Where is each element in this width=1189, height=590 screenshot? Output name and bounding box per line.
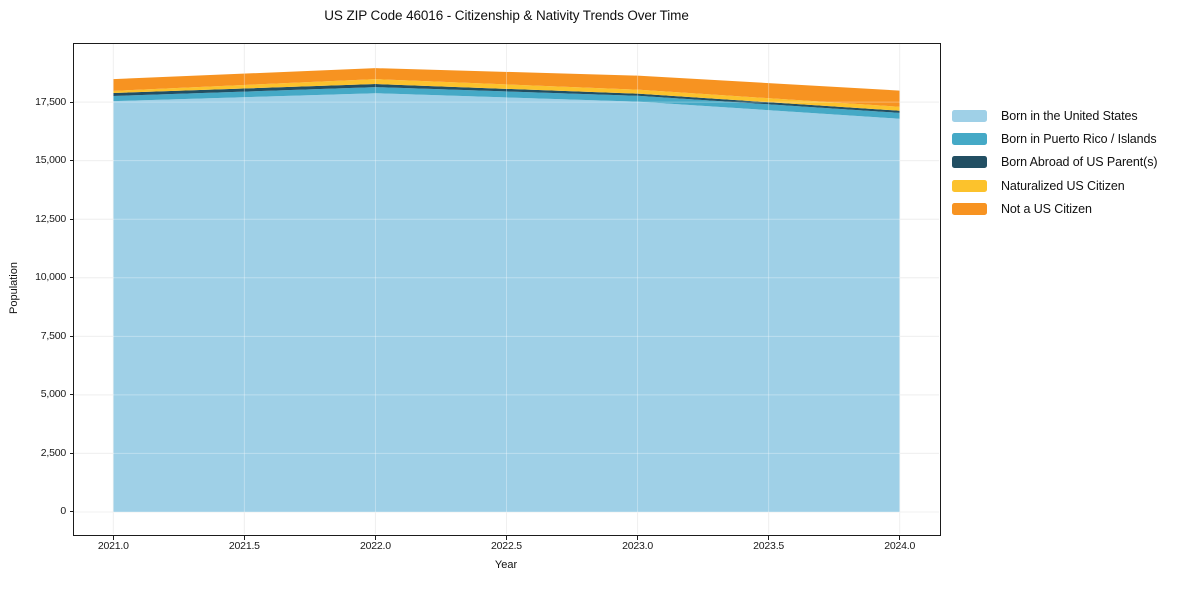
x-tick-mark bbox=[243, 535, 245, 540]
legend-swatch-icon bbox=[952, 179, 987, 192]
y-tick-mark bbox=[69, 101, 74, 103]
y-tick-mark bbox=[69, 452, 74, 454]
y-tick-label: 5,000 bbox=[40, 388, 66, 401]
y-tick-mark bbox=[69, 511, 74, 513]
area-series-2 bbox=[113, 84, 900, 113]
chart-title: US ZIP Code 46016 - Citizenship & Nativi… bbox=[324, 8, 689, 23]
area-series-3 bbox=[113, 79, 900, 111]
y-tick-label: 15,000 bbox=[35, 154, 66, 167]
legend: Born in the United States Born in Puerto … bbox=[952, 104, 1158, 221]
legend-swatch-icon bbox=[952, 109, 987, 122]
y-tick-label: 12,500 bbox=[35, 212, 66, 225]
y-tick-mark bbox=[69, 160, 74, 162]
legend-swatch-icon bbox=[952, 156, 987, 169]
x-tick-mark bbox=[112, 535, 114, 540]
legend-label: Born in the United States bbox=[1001, 108, 1138, 123]
x-tick-mark bbox=[506, 535, 507, 540]
y-tick-label: 0 bbox=[60, 505, 66, 518]
x-tick-mark bbox=[899, 535, 901, 540]
legend-item-3: Naturalized US Citizen bbox=[952, 174, 1157, 197]
legend-label: Born Abroad of US Parent(s) bbox=[1001, 155, 1158, 170]
x-tick-mark bbox=[768, 535, 770, 540]
y-tick-label: 7,500 bbox=[40, 329, 66, 342]
x-tick-label: 2023.5 bbox=[753, 539, 785, 552]
plot-area bbox=[74, 44, 939, 534]
legend-item-2: Born Abroad of US Parent(s) bbox=[952, 151, 1158, 174]
legend-item-1: Born in Puerto Rico / Islands bbox=[952, 127, 1157, 150]
x-tick-label: 2022.5 bbox=[491, 539, 522, 552]
x-tick-mark bbox=[637, 535, 639, 540]
y-tick-label: 10,000 bbox=[35, 271, 66, 284]
y-tick-label: 17,500 bbox=[35, 95, 66, 108]
y-tick-label: 2,500 bbox=[40, 446, 66, 459]
area-series-1 bbox=[113, 87, 900, 119]
legend-swatch-icon bbox=[952, 203, 987, 216]
area-series-4 bbox=[113, 68, 900, 107]
x-tick-label: 2021.0 bbox=[97, 539, 129, 552]
x-tick-label: 2022.0 bbox=[359, 539, 391, 552]
y-axis-label: Population bbox=[8, 262, 20, 314]
y-tick-mark bbox=[69, 335, 74, 337]
y-tick-mark bbox=[69, 218, 74, 220]
x-tick-mark bbox=[374, 535, 376, 540]
x-axis-label: Year bbox=[494, 559, 518, 571]
legend-label: Naturalized US Citizen bbox=[1001, 178, 1125, 193]
area-series-0 bbox=[113, 93, 900, 512]
x-tick-label: 2021.5 bbox=[228, 539, 260, 552]
stacked-area-chart bbox=[74, 44, 939, 534]
x-tick-label: 2023.0 bbox=[622, 539, 653, 552]
legend-label: Born in Puerto Rico / Islands bbox=[1001, 132, 1157, 147]
legend-item-4: Not a US Citizen bbox=[952, 198, 1157, 221]
x-tick-label: 2024.0 bbox=[884, 539, 916, 552]
y-tick-mark bbox=[69, 394, 74, 396]
legend-label: Not a US Citizen bbox=[1001, 202, 1092, 217]
y-tick-mark bbox=[69, 277, 74, 279]
legend-swatch-icon bbox=[952, 133, 987, 146]
legend-item-0: Born in the United States bbox=[952, 104, 1157, 127]
